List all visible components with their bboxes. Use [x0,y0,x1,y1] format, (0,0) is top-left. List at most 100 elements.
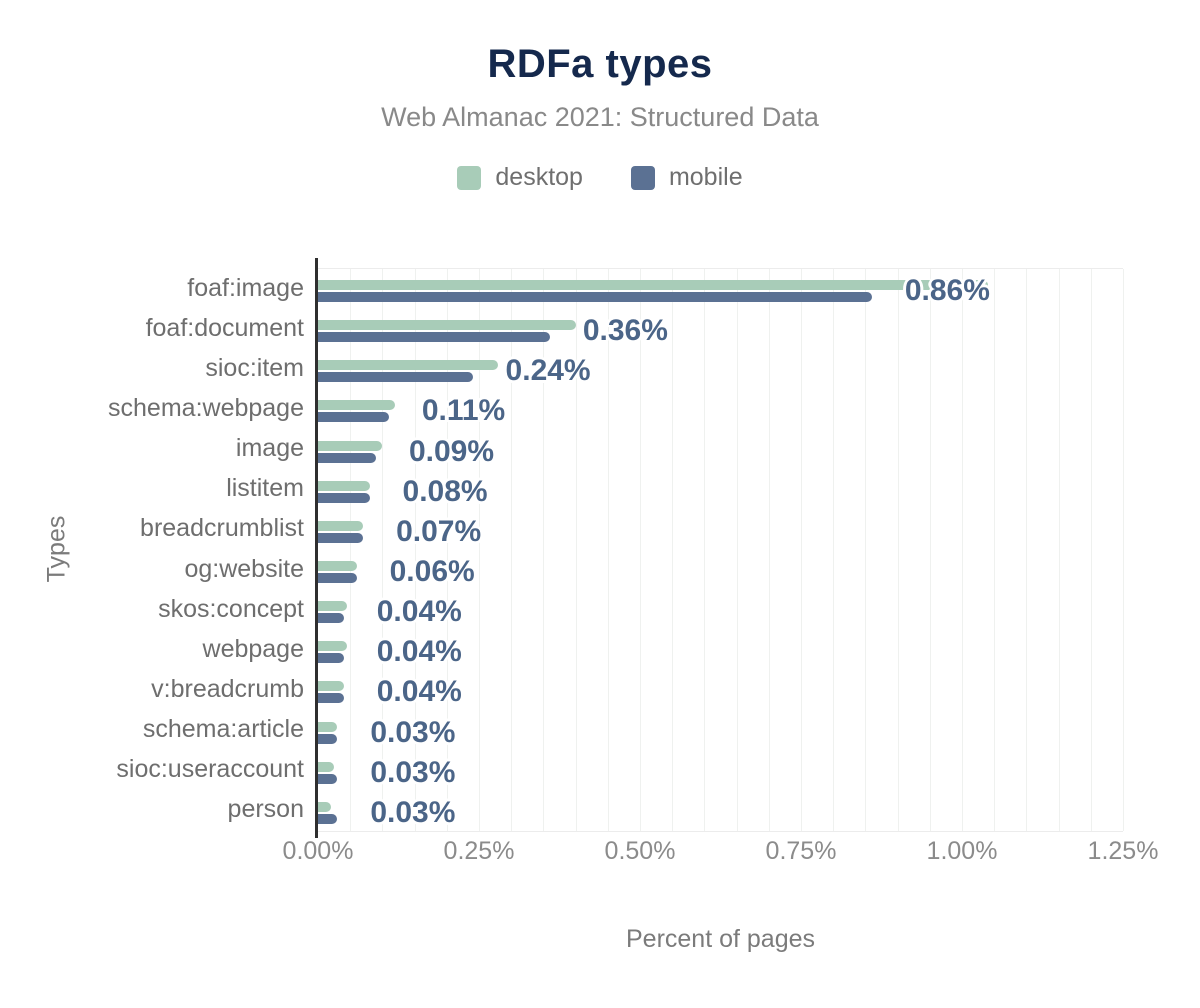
mobile-bar [318,613,344,624]
value-label: 0.36% [582,314,668,348]
x-tick-label: 0.50% [604,837,676,865]
chart-row: 0.04% [318,630,1123,670]
mobile-bar [318,332,550,343]
category-label: sioc:useraccount [116,755,304,784]
x-tick-label: 1.00% [926,837,998,865]
desktop-swatch-icon [457,165,482,190]
gridline [575,269,577,831]
bar-rows: 0.86% 0.36% 0.24% 0.11% 0.09% 0.08% 0.07% 0.06%… [318,269,1123,831]
gridline [929,269,931,831]
gridline [382,269,384,831]
plot-area: 0.86% 0.36% 0.24% 0.11% 0.09% 0.08% 0.07% 0.06%… [318,268,1124,832]
desktop-bar [318,601,347,612]
value-label: 0.03% [370,715,456,749]
mobile-bar [318,492,370,503]
legend-item-desktop: desktop [457,163,583,192]
mobile-bar [318,653,344,664]
mobile-swatch-icon [630,165,655,190]
desktop-bar [318,761,335,772]
value-label: 0.06% [389,554,475,588]
category-label: image [235,434,304,463]
gridline [994,269,996,831]
gridline [1090,269,1092,831]
gridline [543,269,545,831]
desktop-bar [318,520,364,531]
chart-row: 0.07% [318,510,1123,550]
category-label: listitem [226,474,304,503]
gridline [414,269,416,831]
mobile-bar [318,733,338,744]
desktop-bar [318,721,338,732]
value-label: 0.04% [376,595,462,629]
desktop-bar [318,641,347,652]
mobile-bar [318,412,389,423]
legend-item-mobile: mobile [630,163,743,192]
chart-row: 0.36% [318,309,1123,349]
gridline [1026,269,1028,831]
gridline [672,269,674,831]
legend-label-desktop: desktop [495,163,583,191]
desktop-bar [318,400,396,411]
chart-row: 0.09% [318,430,1123,470]
value-label: 0.03% [370,795,456,829]
gridline [640,269,641,831]
category-labels: foaf:image foaf:document sioc:item schema:w… [0,268,304,830]
chart-row: 0.86% [318,269,1123,309]
mobile-bar [318,572,357,583]
x-tick-label: 0.75% [765,837,837,865]
chart-row: 0.03% [318,711,1123,751]
desktop-bar [318,480,370,491]
mobile-bar [318,372,473,383]
value-label: 0.86% [904,274,990,307]
chart-row: 0.04% [318,670,1123,710]
chart-row: 0.06% [318,550,1123,590]
gridline [350,269,352,831]
chart-row: 0.04% [318,590,1123,630]
category-label: foaf:image [187,273,304,302]
chart-row: 0.03% [318,751,1123,791]
gridline [446,269,448,831]
category-label: skos:concept [158,594,304,623]
category-label: webpage [202,634,304,663]
value-label: 0.11% [421,394,506,428]
chart-row: 0.03% [318,791,1123,831]
value-label: 0.03% [370,755,456,789]
gridline [833,269,835,831]
value-label: 0.04% [376,675,462,709]
desktop-bar [318,681,344,692]
x-axis-ticks: 0.00% 0.25% 0.50% 0.75% 1.00% 1.25% [283,837,1159,867]
x-tick-label: 0.00% [282,837,354,865]
mobile-bar [318,773,338,784]
chart-row: 0.11% [318,389,1123,429]
desktop-bar [318,801,331,812]
chart-title: RDFa types [487,42,713,86]
gridline [511,269,513,831]
mobile-bar [318,693,344,704]
y-axis-line [315,258,318,838]
category-label: schema:webpage [108,393,304,422]
value-label: 0.09% [408,434,495,468]
gridline [479,269,480,831]
mobile-bar [318,532,364,543]
mobile-bar [318,452,376,463]
desktop-bar [318,320,576,331]
legend: desktop mobile [0,163,1200,192]
gridline [704,269,706,831]
value-label: 0.07% [396,514,482,548]
gridline [865,269,867,831]
chart-row: 0.24% [318,349,1123,389]
gridline [801,269,802,831]
desktop-bar [318,360,499,371]
category-label: og:website [184,554,304,583]
gridline [768,269,770,831]
mobile-bar [318,292,872,302]
gridline [736,269,738,831]
desktop-bar [318,560,357,571]
value-label: 0.24% [505,354,591,388]
gridline [607,269,609,831]
value-label: 0.08% [402,474,488,508]
category-label: schema:article [142,715,304,744]
category-label: sioc:item [205,353,304,382]
gridline [1123,269,1124,831]
category-label: breadcrumblist [140,514,304,543]
